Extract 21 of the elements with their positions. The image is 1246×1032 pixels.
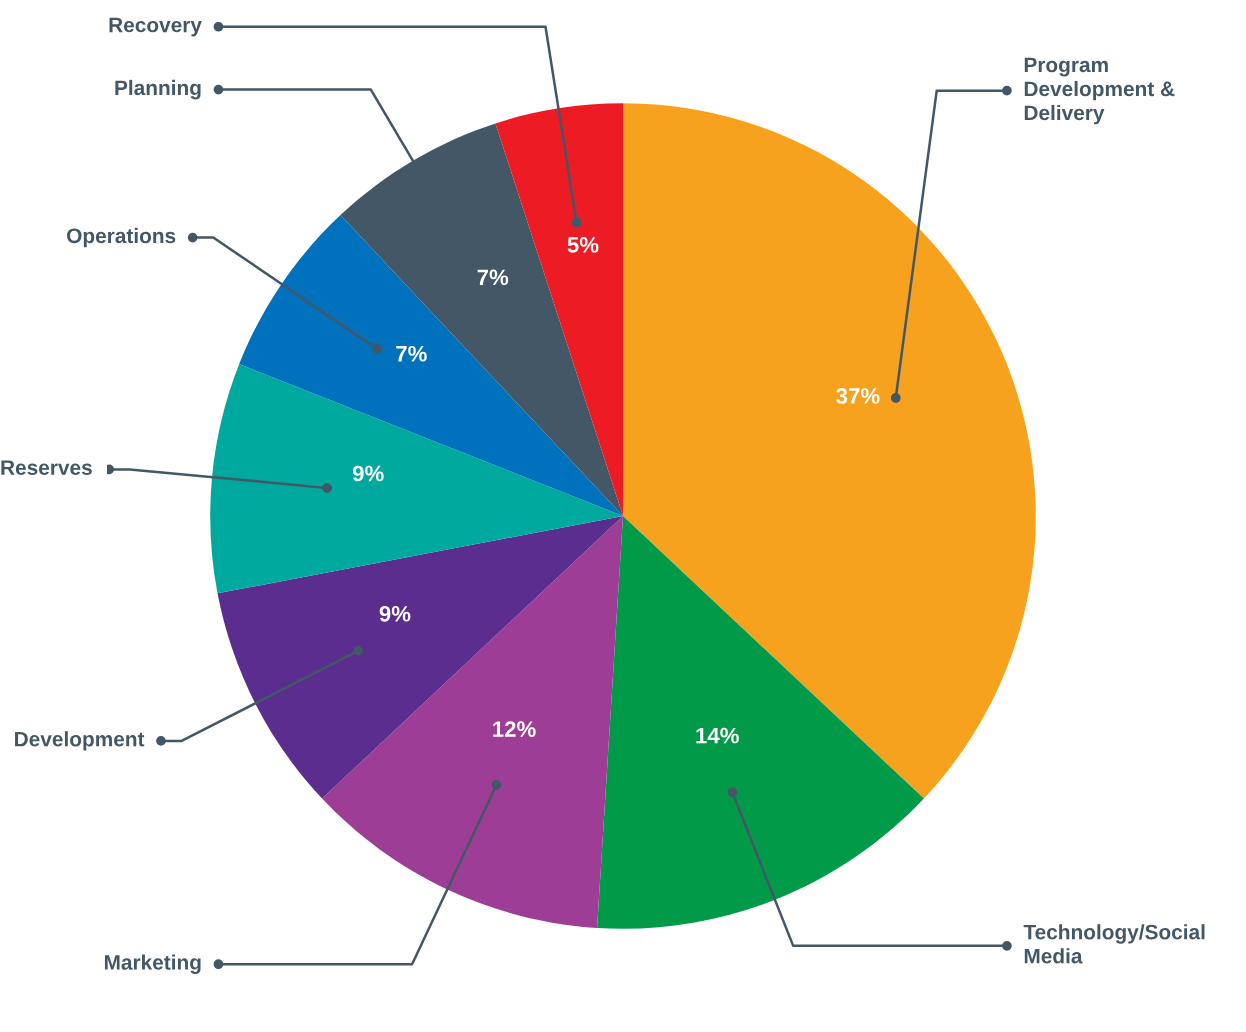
slice-label: Operations (67, 227, 176, 248)
data-label: 7% (477, 269, 509, 286)
data-label: 9% (352, 465, 384, 482)
pie-slice (217, 516, 623, 799)
data-label: 12% (493, 721, 536, 737)
legend-label: Planning (115, 79, 201, 100)
pie-slice (322, 516, 623, 928)
slice-label: Recovery (109, 17, 202, 37)
slice-label: Technology/Social Media (1023, 924, 1205, 964)
slice-label: Development (15, 731, 145, 751)
data-label: 14% (696, 727, 739, 744)
data-label: 5% (567, 236, 599, 253)
data-label: 9% (379, 605, 411, 622)
data-label: 37% (836, 388, 880, 404)
slice-label: Reserves (1, 460, 92, 475)
pie-slice (210, 364, 623, 594)
slice-label: Marketing (104, 954, 201, 974)
pie-slice (597, 516, 924, 929)
pie-slice (239, 215, 623, 516)
data-label: 7% (396, 345, 427, 362)
slice-label: Program Development & Delivery (1024, 57, 1175, 125)
